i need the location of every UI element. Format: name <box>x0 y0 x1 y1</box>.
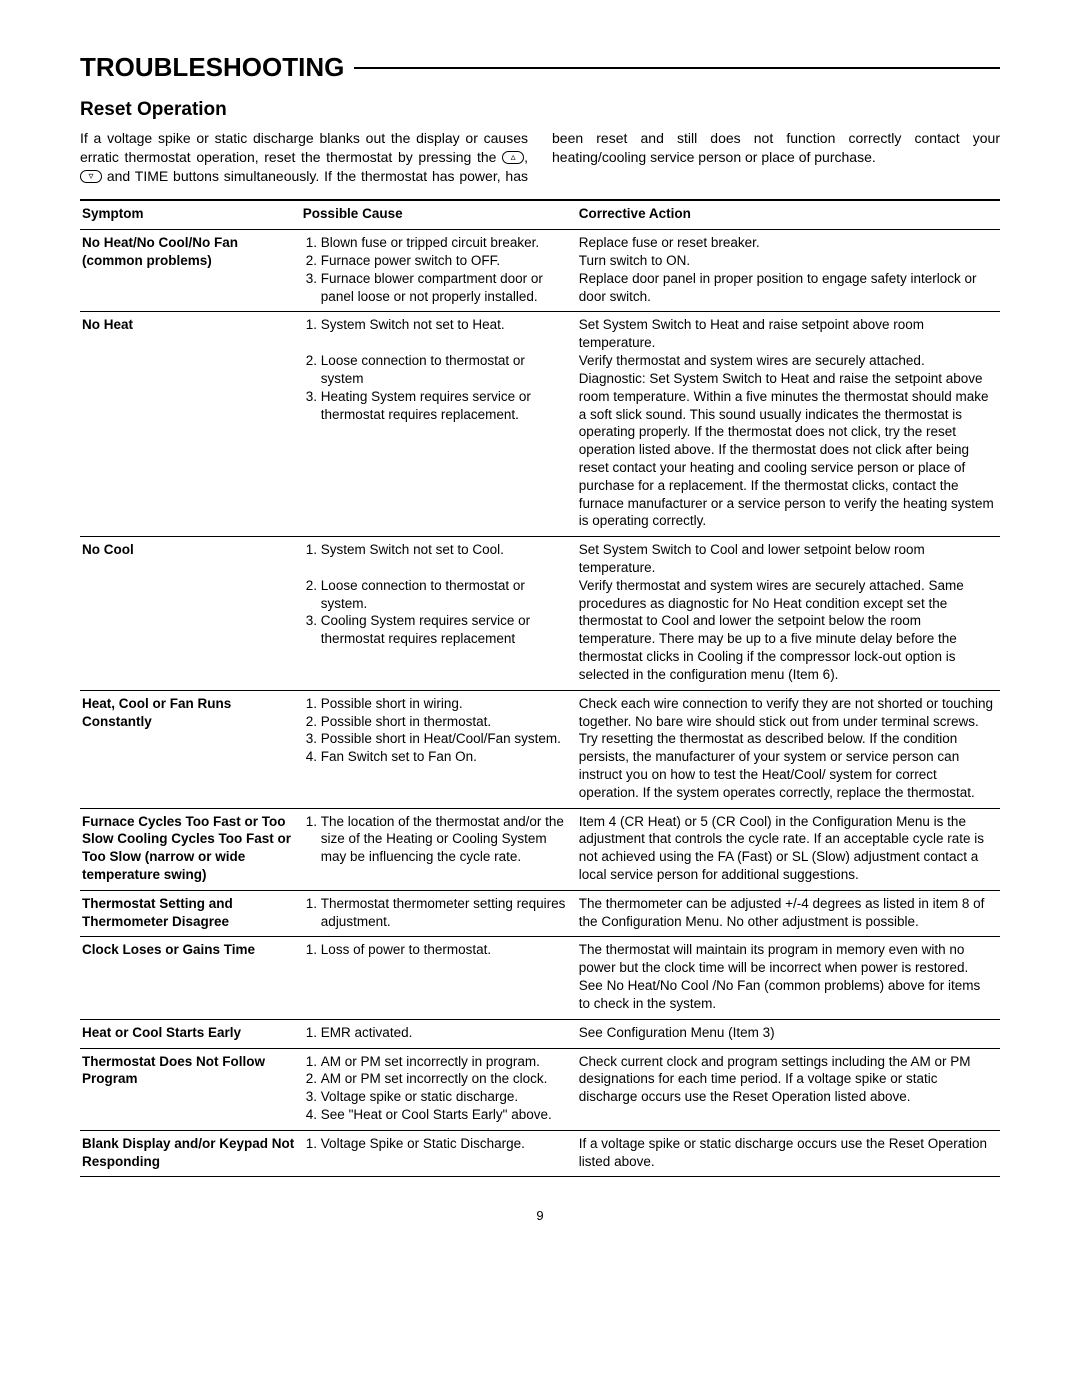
table-row: Heat or Cool Starts EarlyEMR activated.S… <box>80 1019 1000 1048</box>
cause-cell: Blown fuse or tripped circuit breaker.Fu… <box>301 230 577 312</box>
symptom-cell: No Heat/No Cool/No Fan (common problems) <box>80 230 301 312</box>
table-row: Heat, Cool or Fan Runs ConstantlyPossibl… <box>80 690 1000 808</box>
table-row: Blank Display and/or Keypad Not Respondi… <box>80 1130 1000 1177</box>
action-cell: Replace fuse or reset breaker.Turn switc… <box>577 230 1000 312</box>
action-cell: Check each wire connection to verify the… <box>577 690 1000 808</box>
cause-cell: The location of the thermostat and/or th… <box>301 808 577 890</box>
cause-cell: System Switch not set to Heat. Loose con… <box>301 312 577 537</box>
header-action: Corrective Action <box>577 200 1000 229</box>
symptom-cell: Thermostat Setting and Thermometer Disag… <box>80 890 301 937</box>
table-row: Furnace Cycles Too Fast or Too Slow Cool… <box>80 808 1000 890</box>
header-symptom: Symptom <box>80 200 301 229</box>
subtitle: Reset Operation <box>80 97 1000 123</box>
cause-cell: Possible short in wiring.Possible short … <box>301 690 577 808</box>
table-row: Thermostat Does Not Follow ProgramAM or … <box>80 1048 1000 1130</box>
action-cell: Check current clock and program settings… <box>577 1048 1000 1130</box>
table-row: Thermostat Setting and Thermometer Disag… <box>80 890 1000 937</box>
intro-part1: If a voltage spike or static discharge b… <box>80 130 528 165</box>
section-title: TROUBLESHOOTING <box>80 50 1000 85</box>
troubleshooting-table: Symptom Possible Cause Corrective Action… <box>80 199 1000 1177</box>
down-button-icon: ▿ <box>80 170 102 183</box>
cause-cell: Thermostat thermometer setting requires … <box>301 890 577 937</box>
table-row: No HeatSystem Switch not set to Heat. Lo… <box>80 312 1000 537</box>
cause-cell: EMR activated. <box>301 1019 577 1048</box>
action-cell: The thermometer can be adjusted +/-4 deg… <box>577 890 1000 937</box>
intro-part2: and TIME buttons simultaneously. <box>102 168 319 184</box>
action-cell: Set System Switch to Heat and raise setp… <box>577 312 1000 537</box>
cause-cell: Voltage Spike or Static Discharge. <box>301 1130 577 1177</box>
section-title-text: TROUBLESHOOTING <box>80 50 344 85</box>
title-rule <box>354 67 1000 69</box>
symptom-cell: Heat, Cool or Fan Runs Constantly <box>80 690 301 808</box>
symptom-cell: Heat or Cool Starts Early <box>80 1019 301 1048</box>
cause-cell: AM or PM set incorrectly in program.AM o… <box>301 1048 577 1130</box>
symptom-cell: Blank Display and/or Keypad Not Respondi… <box>80 1130 301 1177</box>
action-cell: If a voltage spike or static discharge o… <box>577 1130 1000 1177</box>
action-cell: Set System Switch to Cool and lower setp… <box>577 537 1000 691</box>
symptom-cell: No Cool <box>80 537 301 691</box>
page-number: 9 <box>80 1207 1000 1225</box>
header-cause: Possible Cause <box>301 200 577 229</box>
action-cell: Item 4 (CR Heat) or 5 (CR Cool) in the C… <box>577 808 1000 890</box>
table-row: No Heat/No Cool/No Fan (common problems)… <box>80 230 1000 312</box>
cause-cell: System Switch not set to Cool. Loose con… <box>301 537 577 691</box>
symptom-cell: Thermostat Does Not Follow Program <box>80 1048 301 1130</box>
table-row: No CoolSystem Switch not set to Cool. Lo… <box>80 537 1000 691</box>
symptom-cell: Furnace Cycles Too Fast or Too Slow Cool… <box>80 808 301 890</box>
symptom-cell: No Heat <box>80 312 301 537</box>
intro-paragraph: If a voltage spike or static discharge b… <box>80 129 1000 186</box>
action-cell: See Configuration Menu (Item 3) <box>577 1019 1000 1048</box>
table-header-row: Symptom Possible Cause Corrective Action <box>80 200 1000 229</box>
symptom-cell: Clock Loses or Gains Time <box>80 937 301 1019</box>
cause-cell: Loss of power to thermostat. <box>301 937 577 1019</box>
table-row: Clock Loses or Gains TimeLoss of power t… <box>80 937 1000 1019</box>
action-cell: The thermostat will maintain its program… <box>577 937 1000 1019</box>
up-button-icon: ▵ <box>502 151 524 164</box>
